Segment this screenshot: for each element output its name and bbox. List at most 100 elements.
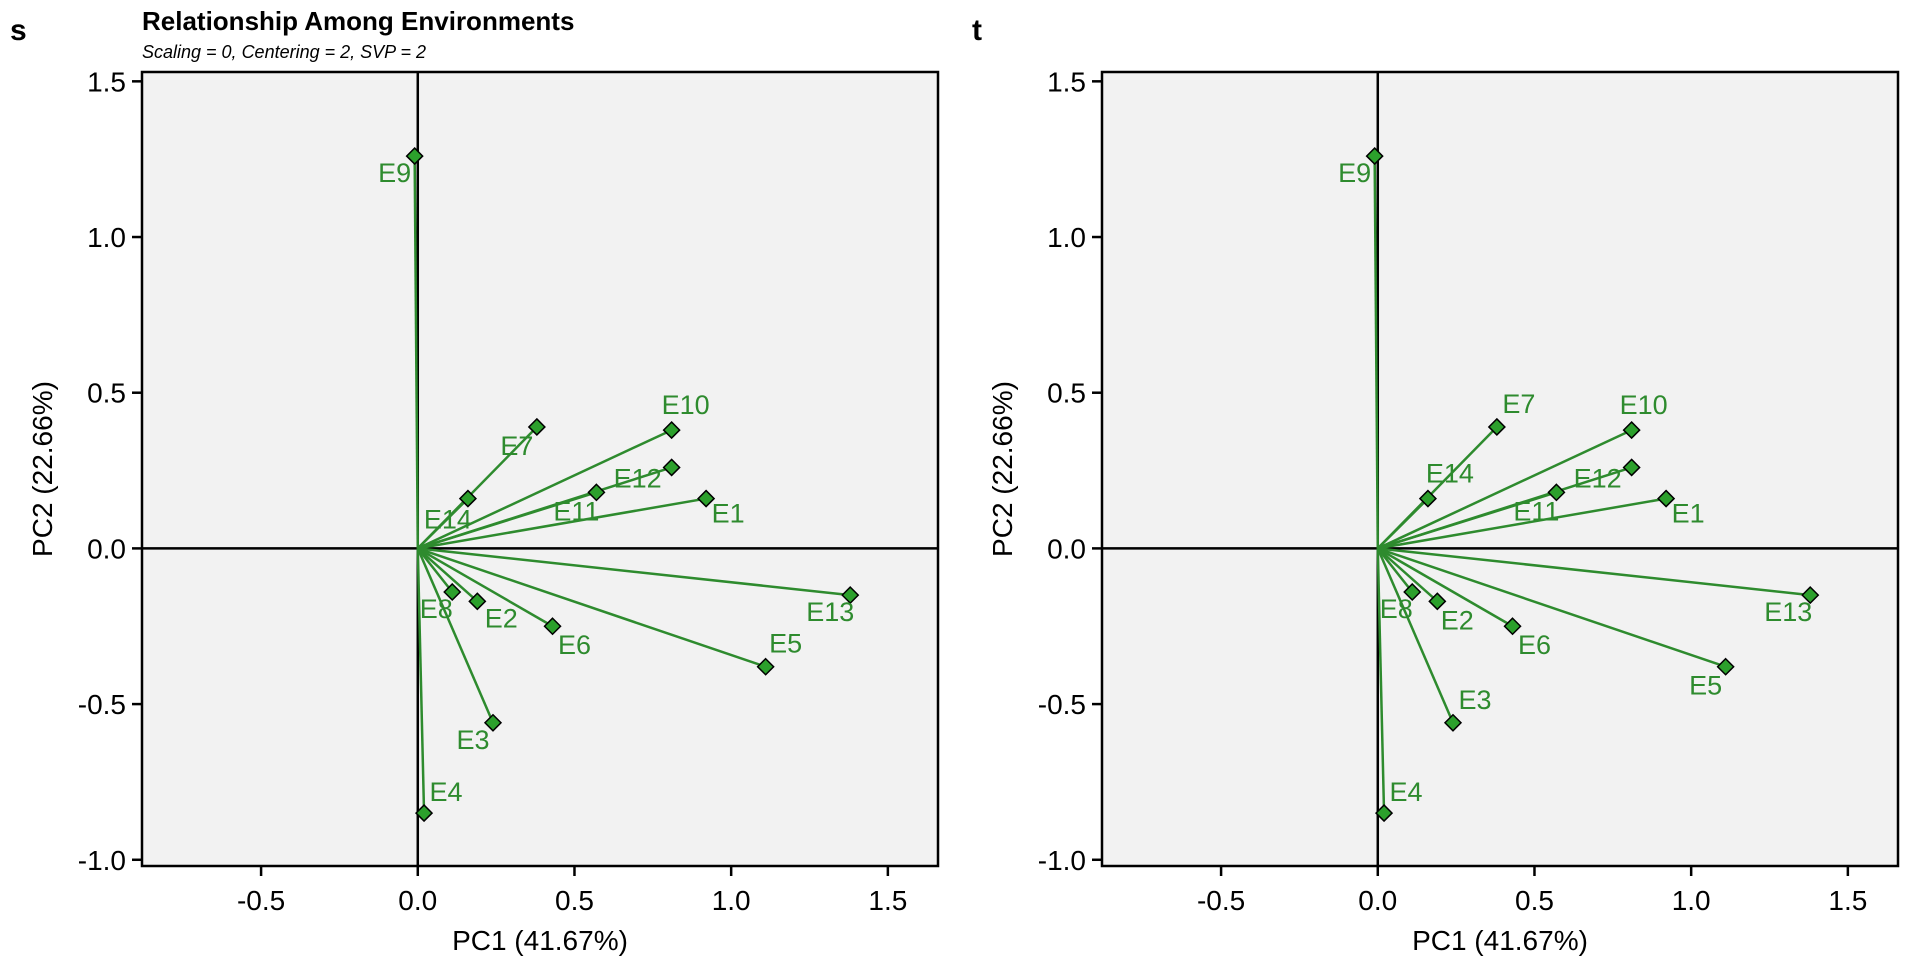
y-tick-label: -1.0: [78, 845, 126, 876]
point-e7: [1487, 417, 1506, 437]
plot-frame: [1100, 70, 1900, 868]
point-label-e9: E9: [1338, 158, 1371, 188]
point-e2: [1428, 592, 1447, 611]
point-label-e2: E2: [1441, 605, 1474, 635]
point-e3: [483, 713, 503, 732]
point-e8: [1403, 582, 1422, 602]
point-label-e4: E4: [1390, 777, 1423, 807]
vector-e2: [416, 547, 479, 603]
point-e6: [1503, 617, 1522, 636]
y-tick-label: 1.5: [87, 66, 126, 97]
point-e5: [756, 657, 775, 676]
point-label-e14: E14: [1426, 459, 1474, 489]
panel-letter: s: [10, 14, 27, 47]
x-tick-label: 0.5: [1515, 885, 1554, 916]
point-e5: [1716, 657, 1735, 676]
point-e4: [1374, 804, 1394, 823]
point-e14: [1418, 489, 1437, 508]
point-label-e13: E13: [806, 597, 854, 627]
vector-e12: [417, 466, 673, 550]
y-tick-label: 0.0: [1047, 533, 1086, 564]
plot-area: [142, 72, 938, 866]
y-tick-label: 0.5: [87, 378, 126, 409]
point-label-e6: E6: [558, 630, 591, 660]
vector-e5: [1377, 547, 1727, 668]
chart-subtitle: Scaling = 0, Centering = 2, SVP = 2: [142, 42, 426, 62]
vector-e8: [416, 547, 454, 593]
biplot-svg-t: t -0.5 0.0 0.5 1.0 1.5 1.5 1.0 0.5 0.0 -0.5 -1.0 E…: [972, 14, 1900, 956]
marker-layer: [405, 147, 860, 823]
point-e9: [405, 147, 424, 166]
point-label-e10: E10: [662, 390, 710, 420]
point-e11: [587, 483, 606, 502]
y-tick-label: 0.5: [1047, 378, 1086, 409]
point-label-e1: E1: [712, 499, 745, 529]
x-tick-label: 1.5: [1828, 885, 1867, 916]
vector-e4: [1376, 548, 1386, 814]
vector-e13: [417, 547, 851, 597]
vector-layer: [413, 156, 851, 814]
point-label-e11: E11: [1513, 496, 1559, 526]
point-e12: [662, 458, 681, 477]
vector-e14: [1376, 497, 1429, 550]
point-label-e14: E14: [424, 505, 472, 535]
point-label-e9: E9: [378, 158, 411, 188]
vector-e12: [1377, 466, 1633, 550]
point-label-e5: E5: [1689, 671, 1722, 701]
y-tick-label: 1.0: [1047, 222, 1086, 253]
point-e13: [841, 586, 860, 605]
x-tick-label: 1.0: [1672, 885, 1711, 916]
vector-e14: [416, 497, 469, 550]
x-tick-label: -0.5: [237, 885, 285, 916]
y-tick-label: -0.5: [1038, 689, 1086, 720]
point-e13: [1801, 586, 1820, 605]
vector-e10: [417, 428, 673, 550]
point-e1: [697, 489, 716, 508]
plot-frame: [140, 70, 940, 868]
point-label-e3: E3: [1458, 685, 1491, 715]
point-e6: [543, 617, 562, 636]
point-e7: [527, 417, 546, 437]
point-e11: [1547, 483, 1566, 502]
vector-e9: [413, 156, 420, 549]
tick-layer: -0.5 0.0 0.5 1.0 1.5 1.5 1.0 0.5 0.0 -0.5 -1.0: [78, 66, 908, 916]
vector-e2: [1376, 547, 1439, 603]
vector-e6: [417, 547, 554, 628]
point-label-e12: E12: [614, 463, 662, 493]
point-e10: [1622, 421, 1641, 440]
point-label-e12: E12: [1574, 463, 1622, 493]
label-layer: E1 E2 E3 E4 E5 E6 E7 E8 E9 E10 E11 E12 E13 E14: [1338, 158, 1812, 807]
vector-e13: [1377, 547, 1811, 597]
x-axis-label: PC1 (41.67%): [452, 925, 628, 956]
point-label-e6: E6: [1518, 630, 1551, 660]
vector-e3: [416, 547, 495, 724]
x-tick-label: 1.5: [868, 885, 907, 916]
x-tick-label: 0.0: [398, 885, 437, 916]
point-e4: [414, 804, 434, 823]
vector-e3: [1376, 547, 1455, 724]
point-e3: [1443, 713, 1463, 732]
biplot-panel-t: t -0.5 0.0 0.5 1.0 1.5 1.5 1.0 0.5 0.0 -0.5 -1.0 E…: [960, 0, 1920, 960]
point-label-e7: E7: [1502, 389, 1535, 419]
vector-layer: [1373, 156, 1811, 814]
vector-e4: [416, 548, 426, 814]
point-label-e2: E2: [485, 603, 518, 633]
vector-e5: [417, 547, 767, 668]
panel-letter: t: [972, 14, 982, 47]
tick-layer: -0.5 0.0 0.5 1.0 1.5 1.5 1.0 0.5 0.0 -0.5 -1.0: [1038, 66, 1868, 916]
point-e10: [662, 421, 681, 440]
x-tick-label: 0.0: [1358, 885, 1397, 916]
y-tick-label: -0.5: [78, 689, 126, 720]
plot-area: [1102, 72, 1898, 866]
x-tick-label: 0.5: [555, 885, 594, 916]
point-label-e8: E8: [1380, 594, 1413, 624]
point-e14: [458, 489, 477, 508]
y-tick-label: 1.5: [1047, 66, 1086, 97]
point-e12: [1622, 458, 1641, 477]
y-tick-label: 0.0: [87, 533, 126, 564]
biplot-svg-s: s Relationship Among Environments Scalin…: [10, 6, 940, 956]
point-e8: [443, 582, 462, 602]
vector-e1: [1377, 497, 1667, 550]
point-label-e10: E10: [1620, 390, 1668, 420]
vector-e8: [1376, 547, 1414, 593]
